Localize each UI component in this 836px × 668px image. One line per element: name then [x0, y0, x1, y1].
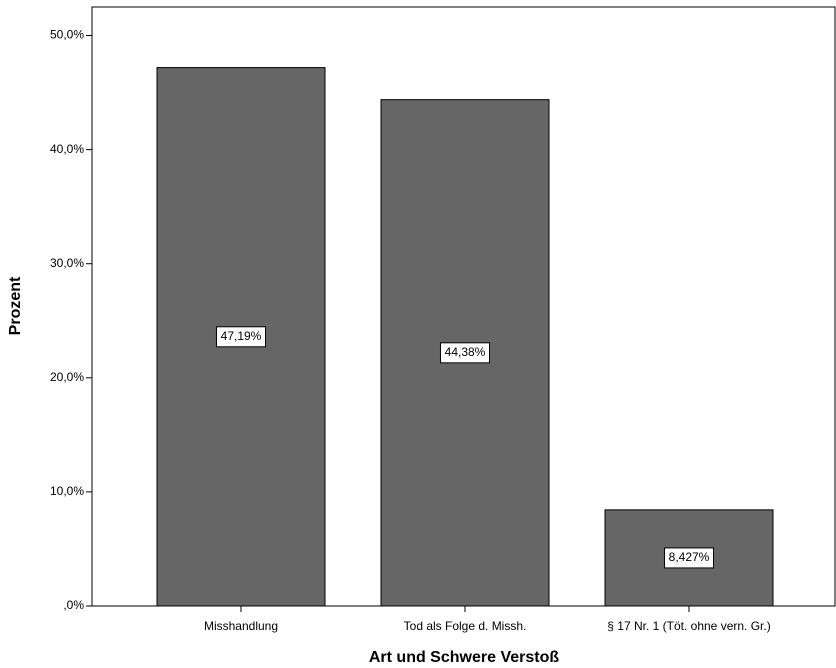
y-tick-label: 20,0% — [50, 370, 84, 384]
x-tick-label: § 17 Nr. 1 (Töt. ohne vern. Gr.) — [607, 619, 770, 633]
x-tick-label: Tod als Folge d. Missh. — [404, 619, 527, 633]
y-tick-label: 10,0% — [50, 484, 84, 498]
y-tick-label: 30,0% — [50, 256, 84, 270]
value-label: 8,427% — [669, 550, 710, 564]
x-axis-title: Art und Schwere Verstoß — [369, 649, 559, 666]
y-tick-label: ,0% — [63, 598, 84, 612]
value-label: 47,19% — [221, 329, 262, 343]
value-label-box — [215, 326, 267, 348]
value-label-box — [439, 342, 491, 364]
value-label: 44,38% — [445, 345, 486, 359]
x-tick-label: Misshandlung — [204, 619, 278, 633]
y-tick-label: 50,0% — [50, 28, 84, 42]
value-label-box — [663, 547, 715, 569]
y-tick-label: 40,0% — [50, 142, 84, 156]
y-axis-title: Prozent — [7, 276, 24, 335]
